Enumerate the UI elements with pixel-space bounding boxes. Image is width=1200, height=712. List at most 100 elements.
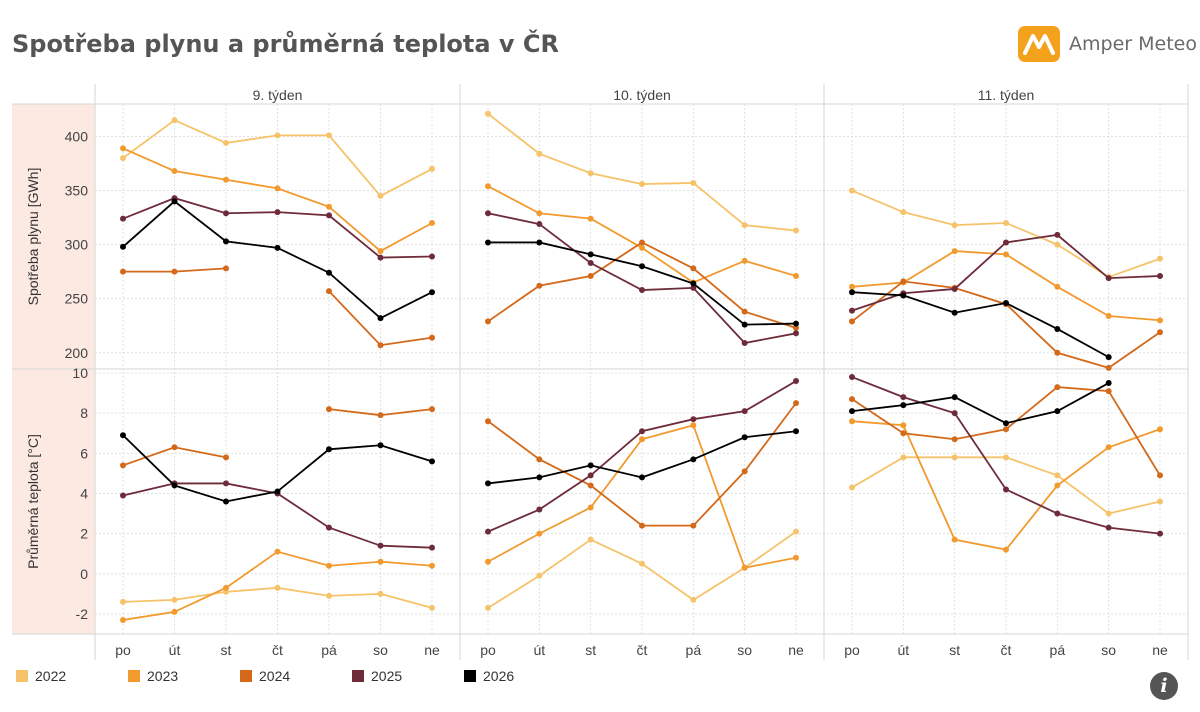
x-tick-label: po bbox=[115, 642, 131, 658]
legend-swatch bbox=[240, 670, 252, 682]
data-point-2025 bbox=[326, 524, 332, 531]
data-point-2025 bbox=[587, 260, 594, 266]
data-point-2025 bbox=[741, 340, 748, 347]
data-point-2025 bbox=[377, 542, 384, 549]
x-tick-label: čt bbox=[1001, 642, 1012, 658]
y-tick-label: 200 bbox=[65, 345, 89, 361]
data-point-2024 bbox=[485, 318, 491, 325]
x-tick-label: po bbox=[844, 642, 860, 658]
legend-item-2023[interactable]: 2023 bbox=[128, 668, 240, 684]
data-point-2024 bbox=[485, 418, 491, 425]
data-point-2023 bbox=[1105, 313, 1112, 319]
legend-label: 2025 bbox=[371, 668, 403, 684]
data-point-2026 bbox=[171, 482, 178, 489]
data-point-2022 bbox=[536, 572, 543, 579]
x-tick-label: so bbox=[737, 642, 752, 658]
data-point-2024 bbox=[120, 462, 126, 469]
data-point-2023 bbox=[1054, 283, 1061, 290]
data-point-2026 bbox=[587, 251, 594, 258]
info-icon[interactable]: i bbox=[1150, 672, 1178, 700]
data-point-2022 bbox=[1054, 472, 1061, 479]
data-point-2026 bbox=[377, 315, 384, 322]
legend-label: 2023 bbox=[147, 668, 179, 684]
data-point-2026 bbox=[1003, 420, 1009, 427]
data-point-2024 bbox=[587, 482, 594, 489]
data-point-2024 bbox=[849, 396, 855, 403]
data-point-2023 bbox=[1003, 251, 1009, 258]
data-point-2023 bbox=[429, 562, 435, 569]
data-point-2022 bbox=[326, 592, 332, 599]
legend-item-2022[interactable]: 2022 bbox=[16, 668, 128, 684]
y-tick-label: 300 bbox=[65, 237, 89, 253]
row-label-background bbox=[12, 104, 95, 369]
data-point-2022 bbox=[377, 590, 384, 597]
x-tick-label: čt bbox=[637, 642, 648, 658]
data-point-2022 bbox=[690, 596, 697, 603]
data-point-2022 bbox=[326, 132, 332, 139]
data-point-2022 bbox=[223, 139, 229, 146]
data-point-2024 bbox=[536, 456, 543, 463]
data-point-2026 bbox=[377, 442, 384, 449]
data-point-2025 bbox=[951, 410, 958, 417]
data-point-2024 bbox=[429, 406, 435, 413]
data-point-2025 bbox=[223, 210, 229, 217]
data-point-2024 bbox=[741, 308, 748, 315]
data-point-2025 bbox=[536, 506, 543, 513]
data-point-2025 bbox=[1054, 510, 1061, 517]
data-point-2026 bbox=[741, 434, 748, 441]
data-point-2023 bbox=[951, 248, 958, 255]
data-point-2025 bbox=[741, 408, 748, 415]
data-point-2026 bbox=[849, 408, 855, 415]
data-point-2023 bbox=[223, 176, 229, 183]
data-point-2022 bbox=[171, 596, 178, 603]
legend-label: 2022 bbox=[35, 668, 67, 684]
data-point-2022 bbox=[429, 165, 435, 172]
data-point-2023 bbox=[741, 257, 748, 264]
data-point-2026 bbox=[536, 239, 543, 246]
y-tick-label: 8 bbox=[80, 405, 88, 421]
data-point-2025 bbox=[1157, 530, 1163, 537]
data-point-2025 bbox=[793, 330, 799, 337]
data-point-2025 bbox=[1157, 272, 1163, 279]
data-point-2025 bbox=[429, 253, 435, 260]
data-point-2026 bbox=[274, 244, 281, 251]
y-tick-label: 6 bbox=[80, 445, 88, 461]
x-tick-label: út bbox=[533, 642, 545, 658]
legend-item-2024[interactable]: 2024 bbox=[240, 668, 352, 684]
data-point-2022 bbox=[274, 132, 281, 139]
x-tick-label: st bbox=[585, 642, 596, 658]
data-point-2024 bbox=[171, 268, 178, 275]
data-point-2025 bbox=[1105, 524, 1112, 531]
legend-item-2026[interactable]: 2026 bbox=[464, 668, 576, 684]
y-tick-label: -2 bbox=[76, 606, 89, 622]
data-point-2023 bbox=[1105, 444, 1112, 451]
x-tick-label: čt bbox=[272, 642, 283, 658]
data-point-2024 bbox=[793, 324, 799, 331]
data-point-2024 bbox=[951, 436, 958, 443]
x-tick-label: st bbox=[221, 642, 232, 658]
data-point-2022 bbox=[274, 584, 281, 591]
data-point-2024 bbox=[849, 318, 855, 325]
data-point-2026 bbox=[171, 198, 178, 205]
data-point-2026 bbox=[120, 432, 126, 439]
data-point-2023 bbox=[485, 558, 491, 565]
series-line-2026 bbox=[851, 291, 1110, 358]
data-point-2025 bbox=[690, 416, 697, 423]
x-tick-label: po bbox=[480, 642, 496, 658]
data-point-2025 bbox=[639, 428, 645, 435]
data-point-2024 bbox=[900, 430, 907, 437]
data-point-2025 bbox=[639, 287, 645, 294]
data-point-2022 bbox=[1003, 219, 1009, 226]
data-point-2026 bbox=[793, 320, 799, 327]
x-tick-label: út bbox=[897, 642, 909, 658]
brand-logo[interactable]: Amper Meteo bbox=[1018, 26, 1197, 62]
data-point-2023 bbox=[793, 554, 799, 561]
legend-item-2025[interactable]: 2025 bbox=[352, 668, 464, 684]
data-point-2023 bbox=[1157, 426, 1163, 433]
data-point-2023 bbox=[536, 210, 543, 217]
legend-swatch bbox=[352, 670, 364, 682]
data-point-2026 bbox=[1003, 300, 1009, 307]
data-point-2026 bbox=[485, 239, 491, 246]
data-point-2025 bbox=[120, 215, 126, 222]
